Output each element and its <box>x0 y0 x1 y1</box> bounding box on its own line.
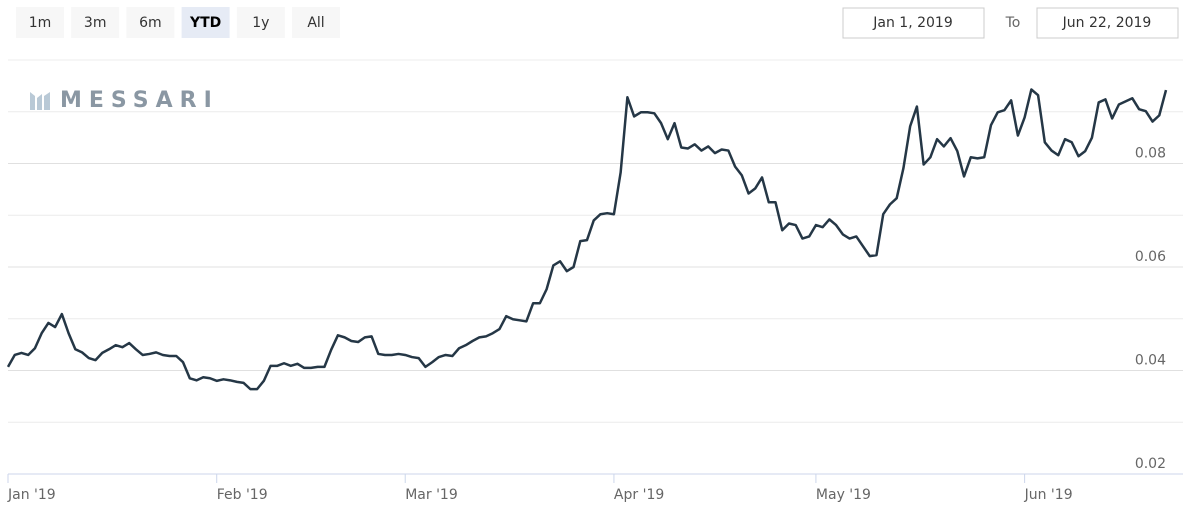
range-button-label[interactable]: 3m <box>84 15 107 31</box>
to-date[interactable]: Jun 22, 2019 <box>1062 15 1152 31</box>
from-date[interactable]: Jan 1, 2019 <box>872 15 952 31</box>
range-button-label[interactable]: 1m <box>29 15 52 31</box>
range-button[interactable] <box>71 7 120 38</box>
x-tick-label: Jan '19 <box>7 487 56 503</box>
to-label: To <box>1005 15 1021 31</box>
y-tick-label: 0.08 <box>1135 146 1166 162</box>
x-tick-label: Mar '19 <box>405 487 458 503</box>
range-button[interactable] <box>16 7 64 38</box>
range-button-label[interactable]: 1y <box>252 15 269 31</box>
watermark: MESSARI <box>60 88 219 113</box>
x-tick-label: Jun '19 <box>1024 487 1073 503</box>
range-button-label[interactable]: 6m <box>139 15 162 31</box>
range-button[interactable] <box>236 7 285 38</box>
x-tick-label: Apr '19 <box>614 487 664 503</box>
range-button-label[interactable]: All <box>307 15 324 31</box>
x-tick-label: Feb '19 <box>217 487 268 503</box>
from-input-box[interactable] <box>842 7 985 39</box>
y-tick-label: 0.02 <box>1135 456 1166 472</box>
range-button[interactable] <box>181 7 230 38</box>
x-tick-label: May '19 <box>816 487 871 503</box>
to-input-box[interactable] <box>1036 7 1179 39</box>
range-button-label[interactable]: YTD <box>189 15 221 31</box>
price-line <box>6 88 1168 391</box>
y-tick-label: 0.06 <box>1135 249 1166 265</box>
range-button[interactable] <box>126 7 175 38</box>
watermark-logo <box>30 92 50 110</box>
y-tick-label: 0.04 <box>1135 353 1166 369</box>
range-button[interactable] <box>292 7 340 38</box>
